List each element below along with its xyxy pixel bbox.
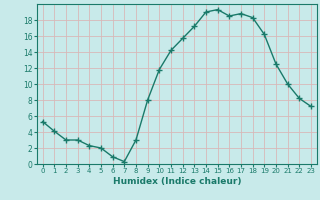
X-axis label: Humidex (Indice chaleur): Humidex (Indice chaleur): [113, 177, 241, 186]
